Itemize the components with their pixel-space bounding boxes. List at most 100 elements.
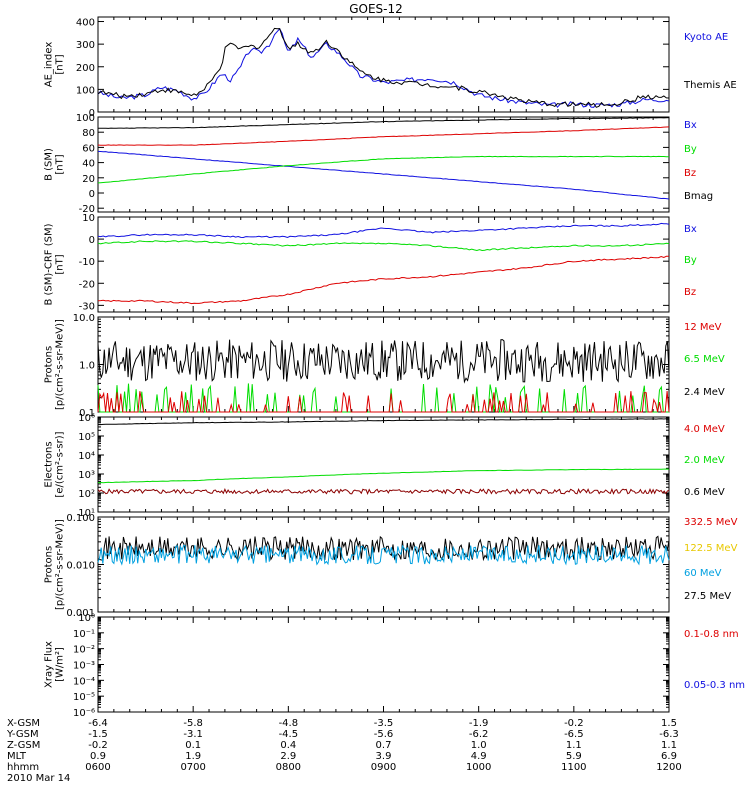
legend-entry: Themis AE — [683, 80, 737, 91]
series-line-kyoto-ae — [97, 28, 670, 109]
y-tick-label: -30 — [79, 301, 95, 312]
legend-entry: 12 MeV — [684, 322, 722, 333]
panel-3: -30 -20 -10 0 10 B (SM)-CRF (SM) [nT] Bx By Bz — [44, 213, 697, 313]
x-axis-row-label: Y-GSM — [6, 729, 39, 740]
y-tick-label: 10⁶ — [78, 413, 95, 424]
series-line-by — [97, 155, 669, 184]
legend-entry: 0.1-0.8 nm — [684, 629, 739, 640]
y-axis-label: Protons — [44, 346, 55, 383]
y-axis-label: [nT] — [55, 254, 66, 274]
x-axis-value: 1.9 — [185, 751, 201, 762]
legend-entry: Bz — [684, 168, 696, 179]
legend-entry: By — [684, 144, 697, 155]
y-axis-label: AE_index — [44, 42, 55, 88]
x-axis-value: -3.1 — [183, 729, 203, 740]
y-tick-label: 10⁵ — [78, 432, 95, 443]
legend-entry: Bz — [684, 287, 696, 298]
y-tick-label: 400 — [76, 18, 95, 29]
series-line-2-0-mev — [97, 468, 670, 484]
y-tick-label: 10 — [82, 213, 95, 224]
x-axis-value: -0.2 — [88, 740, 108, 751]
y-tick-label: 10² — [78, 489, 95, 500]
y-tick-label: 10⁻² — [73, 645, 95, 656]
legend-entry: By — [684, 255, 697, 266]
y-tick-label: 200 — [76, 63, 95, 74]
y-axis-label: B (SM)-CRF (SM) — [44, 223, 55, 305]
y-tick-label: 10¹ — [78, 508, 95, 519]
series-line-60-mev — [97, 544, 670, 566]
y-tick-label: 10³ — [78, 470, 95, 481]
legend-entry: 6.5 MeV — [684, 354, 725, 365]
x-axis-value: 3.9 — [376, 751, 392, 762]
x-axis-row-label: X-GSM — [7, 718, 40, 729]
x-axis-value: 0.9 — [90, 751, 106, 762]
panel-frame — [97, 516, 670, 613]
series-line-by — [97, 240, 670, 252]
panel-frame — [97, 116, 670, 213]
y-tick-label: 100 — [76, 113, 95, 124]
series-line-0-6-mev — [97, 418, 670, 426]
x-axis-row-label: Z-GSM — [7, 740, 40, 751]
x-axis-row-label: hhmm — [7, 762, 39, 773]
y-axis-label: [nT] — [55, 154, 66, 174]
legend-entry: 4.0 MeV — [684, 424, 725, 435]
x-axis-value: 1000 — [466, 762, 491, 773]
x-axis-value: 0900 — [371, 762, 396, 773]
panel-2: -20 0 20 40 60 80 100 B (SM) [nT] Bx By Bz Bmag — [44, 113, 714, 215]
y-tick-label: 0.010 — [66, 561, 95, 572]
x-axis-value: 2.9 — [280, 751, 296, 762]
y-tick-label: 100 — [76, 85, 95, 96]
legend-entry: 332.5 MeV — [684, 517, 738, 528]
x-axis-value: -4.5 — [279, 729, 299, 740]
x-axis-value: 0.1 — [185, 740, 201, 751]
y-tick-label: 10⁰ — [78, 613, 95, 624]
legend-entry: 60 MeV — [684, 568, 722, 579]
x-axis-value: -6.4 — [88, 718, 108, 729]
panel-7: 10⁻⁶ 10⁻⁵ 10⁻⁴ 10⁻³ 10⁻² 10⁻¹ 10⁰ Xray Flux [W/m… — [44, 613, 746, 719]
x-axis-value: 0800 — [276, 762, 301, 773]
y-tick-label: 300 — [76, 40, 95, 51]
x-axis-value: 1.5 — [661, 718, 677, 729]
x-axis-date: 2010 Mar 14 — [7, 773, 70, 784]
x-axis-value: 5.9 — [566, 751, 582, 762]
legend-entry: 0.05-0.3 nm — [684, 680, 745, 691]
y-tick-label: 0.001 — [66, 608, 95, 619]
x-axis-value: 0600 — [85, 762, 110, 773]
x-axis-value: 1.0 — [471, 740, 487, 751]
x-axis-value: -1.5 — [88, 729, 108, 740]
series-line-bz — [97, 126, 670, 146]
legend-entry: 122.5 MeV — [684, 543, 738, 554]
y-tick-label: 1.0 — [79, 361, 95, 372]
y-tick-label: 80 — [82, 128, 95, 139]
x-axis-value: -0.2 — [564, 718, 584, 729]
y-tick-label: 10⁴ — [78, 451, 95, 462]
y-tick-label: -10 — [79, 257, 95, 268]
x-axis-value: -6.5 — [564, 729, 584, 740]
panel-1: 0 100 200 300 400 AE_index [nT] Kyoto AE Themis … — [44, 16, 737, 119]
legend-entry: Kyoto AE — [684, 32, 728, 43]
y-tick-label: 40 — [82, 159, 95, 170]
y-axis-label: [nT] — [55, 54, 66, 74]
y-tick-label: 0.1 — [79, 408, 95, 419]
legend-entry: 0.6 MeV — [684, 487, 725, 498]
x-axis-value: -3.5 — [374, 718, 394, 729]
plot-title: GOES-12 — [349, 2, 403, 16]
x-axis-value: -4.8 — [279, 718, 299, 729]
series-line-bx — [97, 150, 670, 200]
y-tick-label: 10⁻⁶ — [73, 708, 95, 719]
y-axis-label: B (SM) — [44, 148, 55, 181]
y-tick-label: 10⁻⁴ — [73, 676, 95, 687]
y-tick-label: 60 — [82, 143, 95, 154]
y-tick-label: 0 — [89, 108, 95, 119]
y-axis-label: [W/m²] — [55, 647, 66, 682]
x-axis-row-label: MLT — [7, 751, 27, 762]
y-tick-label: -20 — [79, 204, 95, 215]
y-tick-label: 10⁻⁵ — [73, 692, 95, 703]
y-axis-label: [e/(cm²-s-sr)] — [55, 431, 66, 497]
x-axis-value: 1.1 — [566, 740, 582, 751]
y-tick-label: 20 — [82, 174, 95, 185]
x-axis-value: 6.9 — [661, 751, 677, 762]
series-line-bz — [97, 255, 669, 305]
series-line-27-5-mev — [97, 535, 670, 562]
